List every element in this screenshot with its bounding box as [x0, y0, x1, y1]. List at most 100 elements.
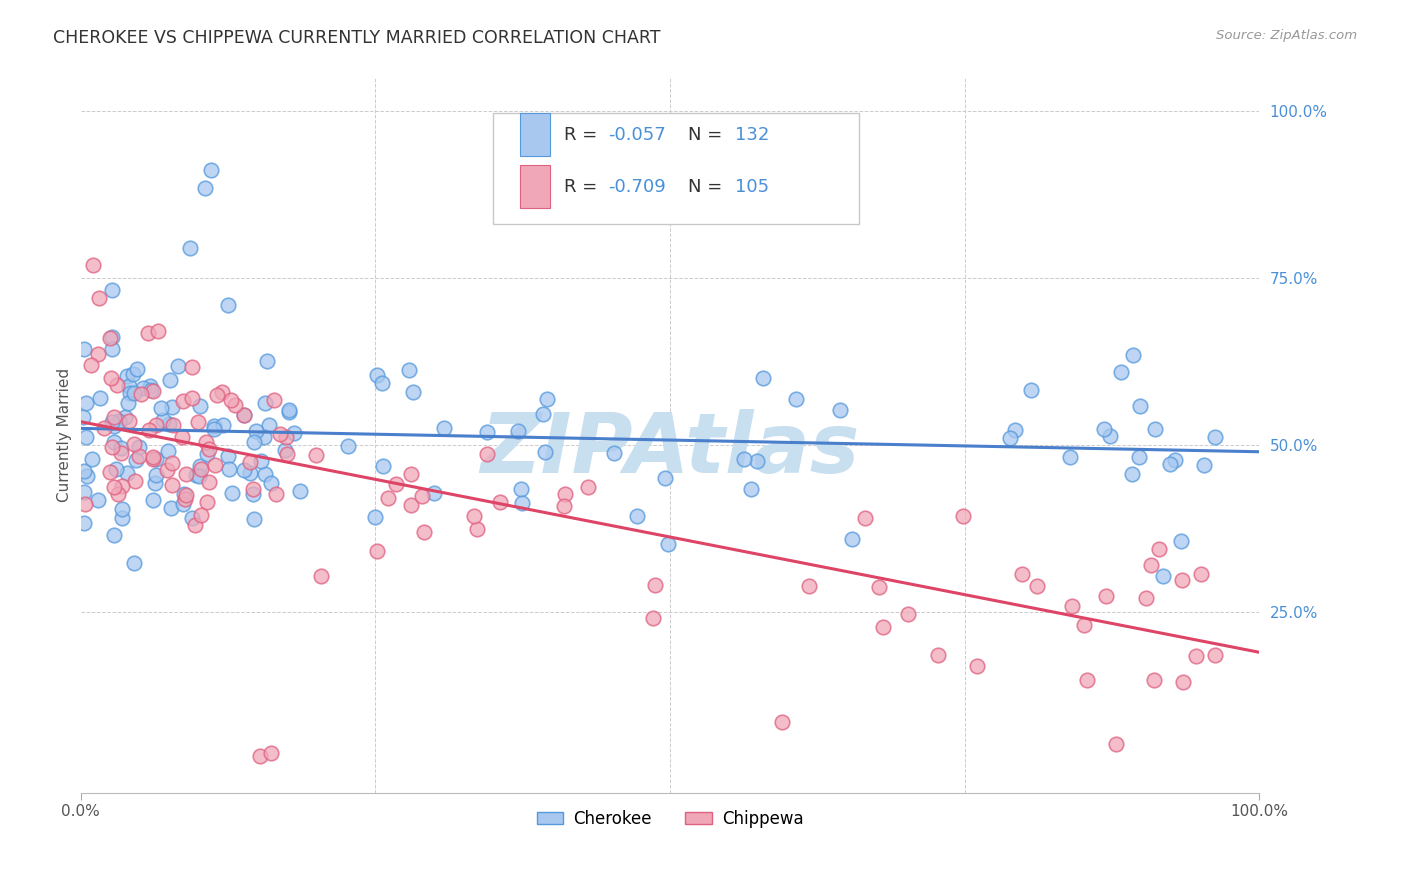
Bar: [520, 113, 550, 156]
Point: [181, 359, 204, 374]
Point: [643, 611, 665, 625]
Point: [115, 368, 138, 383]
Point: [1147, 541, 1170, 556]
Point: [128, 449, 150, 463]
Point: [205, 388, 228, 402]
Point: [194, 180, 217, 194]
Point: [510, 496, 533, 510]
Point: [149, 401, 172, 416]
Point: [167, 359, 190, 373]
Point: [508, 424, 530, 438]
Point: [101, 283, 124, 297]
Point: [249, 748, 271, 763]
Point: [124, 556, 146, 570]
Point: [1129, 399, 1152, 413]
Point: [276, 447, 298, 461]
Point: [274, 430, 297, 444]
Point: [869, 580, 891, 594]
Point: [202, 419, 225, 434]
Point: [145, 452, 167, 467]
Point: [654, 471, 676, 485]
Point: [1095, 589, 1118, 603]
Point: [103, 528, 125, 542]
Text: R =: R =: [564, 126, 603, 144]
Point: [73, 485, 96, 500]
Point: [145, 476, 167, 491]
Y-axis label: Currently Married: Currently Married: [58, 368, 72, 502]
Point: [111, 501, 134, 516]
Point: [253, 396, 276, 410]
Point: [125, 362, 148, 376]
Point: [188, 459, 211, 474]
Point: [256, 354, 278, 368]
Point: [1026, 579, 1049, 593]
Point: [75, 396, 97, 410]
Point: [121, 367, 143, 381]
Point: [463, 508, 485, 523]
Point: [141, 383, 163, 397]
Point: [75, 430, 97, 444]
Point: [534, 445, 557, 459]
Point: [98, 331, 121, 345]
Text: 105: 105: [735, 178, 769, 195]
Point: [73, 516, 96, 530]
Point: [377, 491, 399, 505]
Point: [371, 459, 394, 474]
Point: [190, 462, 212, 476]
Point: [145, 467, 167, 482]
Text: Source: ZipAtlas.com: Source: ZipAtlas.com: [1216, 29, 1357, 42]
Point: [131, 381, 153, 395]
Point: [602, 446, 624, 460]
Point: [142, 492, 165, 507]
Point: [998, 431, 1021, 445]
Point: [477, 447, 499, 461]
Point: [422, 486, 444, 500]
Point: [254, 467, 277, 482]
Point: [747, 453, 769, 467]
Point: [740, 482, 762, 496]
Point: [93, 421, 115, 435]
Point: [1171, 573, 1194, 587]
Point: [467, 522, 489, 536]
Point: [179, 241, 201, 255]
Point: [897, 607, 920, 622]
Point: [233, 463, 256, 477]
Text: CHEROKEE VS CHIPPEWA CURRENTLY MARRIED CORRELATION CHART: CHEROKEE VS CHIPPEWA CURRENTLY MARRIED C…: [53, 29, 661, 46]
Point: [186, 467, 208, 482]
Point: [118, 385, 141, 400]
Point: [73, 463, 96, 477]
Point: [1142, 673, 1164, 687]
Point: [797, 579, 820, 593]
Point: [509, 482, 531, 496]
Point: [288, 483, 311, 498]
Point: [160, 400, 183, 414]
FancyBboxPatch shape: [494, 113, 859, 224]
Point: [385, 476, 408, 491]
Point: [1189, 566, 1212, 581]
Point: [173, 487, 195, 501]
Point: [855, 511, 877, 525]
Point: [202, 422, 225, 436]
Point: [952, 509, 974, 524]
Bar: [520, 165, 550, 208]
Point: [160, 478, 183, 492]
Point: [76, 469, 98, 483]
Text: 132: 132: [735, 126, 769, 144]
Point: [770, 714, 793, 729]
Point: [554, 486, 576, 500]
Point: [172, 497, 194, 511]
Point: [576, 480, 599, 494]
Point: [531, 407, 554, 421]
Point: [146, 324, 169, 338]
Point: [401, 467, 423, 482]
Point: [413, 524, 436, 539]
Point: [139, 378, 162, 392]
Point: [398, 363, 420, 377]
Point: [411, 489, 433, 503]
Point: [204, 458, 226, 472]
Text: -0.057: -0.057: [609, 126, 666, 144]
Point: [101, 330, 124, 344]
Text: -0.709: -0.709: [609, 178, 666, 195]
Point: [200, 162, 222, 177]
Point: [103, 435, 125, 450]
